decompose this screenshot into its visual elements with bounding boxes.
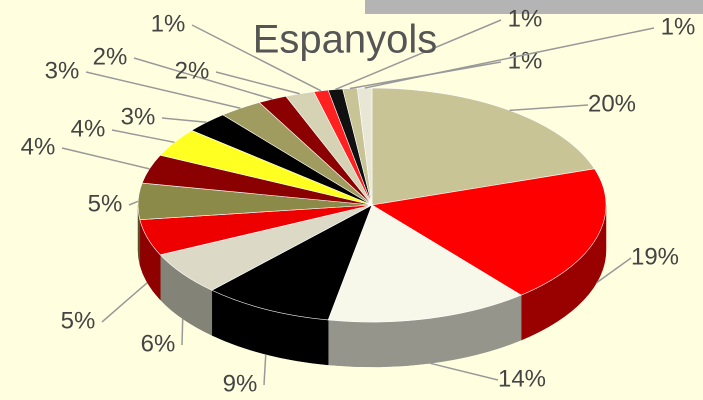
data-label: 19% bbox=[631, 243, 679, 270]
pie-slice bbox=[371, 168, 607, 296]
leader-line bbox=[161, 117, 207, 124]
top-bar bbox=[365, 0, 703, 14]
pie-labels: 20% 19% 14% 9% 6% 5% 5% 4% 4% 3% 3% 2% 2% 1% 1% 1% 1% bbox=[21, 5, 696, 397]
data-label: 5% bbox=[61, 307, 96, 334]
leader-line bbox=[509, 104, 589, 112]
chart-title: Espanyols bbox=[253, 18, 438, 62]
data-label: 4% bbox=[21, 133, 56, 160]
data-label: 2% bbox=[93, 43, 128, 70]
leader-line bbox=[263, 354, 267, 386]
leader-line bbox=[133, 57, 273, 100]
data-label: 3% bbox=[45, 57, 80, 84]
data-label: 1% bbox=[151, 10, 186, 37]
pie-slice bbox=[356, 87, 373, 206]
pie-tops bbox=[137, 87, 607, 323]
leader-line bbox=[85, 71, 241, 109]
pie-slice bbox=[371, 87, 596, 206]
leader-line bbox=[128, 200, 139, 206]
pie-sides bbox=[137, 204, 607, 368]
data-label: 14% bbox=[498, 365, 546, 392]
data-label: 1% bbox=[508, 5, 543, 32]
data-label: 1% bbox=[508, 47, 543, 74]
leader-line bbox=[430, 362, 499, 381]
leader-line bbox=[61, 147, 150, 170]
data-label: 3% bbox=[121, 103, 156, 130]
leader-line bbox=[101, 282, 148, 323]
leader-line bbox=[191, 24, 322, 92]
data-label: 6% bbox=[141, 330, 176, 357]
data-label: 1% bbox=[661, 13, 696, 40]
data-label: 5% bbox=[88, 190, 123, 217]
leader-line bbox=[364, 27, 655, 89]
data-label: 4% bbox=[71, 115, 106, 142]
leader-line bbox=[215, 71, 300, 95]
data-label: 2% bbox=[175, 57, 210, 84]
data-label: 9% bbox=[223, 370, 258, 397]
pie-slice bbox=[211, 204, 373, 321]
data-label: 20% bbox=[588, 90, 636, 117]
leader-line bbox=[335, 19, 502, 91]
pie-slice bbox=[327, 204, 522, 323]
leader-line bbox=[181, 318, 184, 346]
leader-line bbox=[596, 257, 632, 284]
leader-line bbox=[111, 129, 175, 144]
